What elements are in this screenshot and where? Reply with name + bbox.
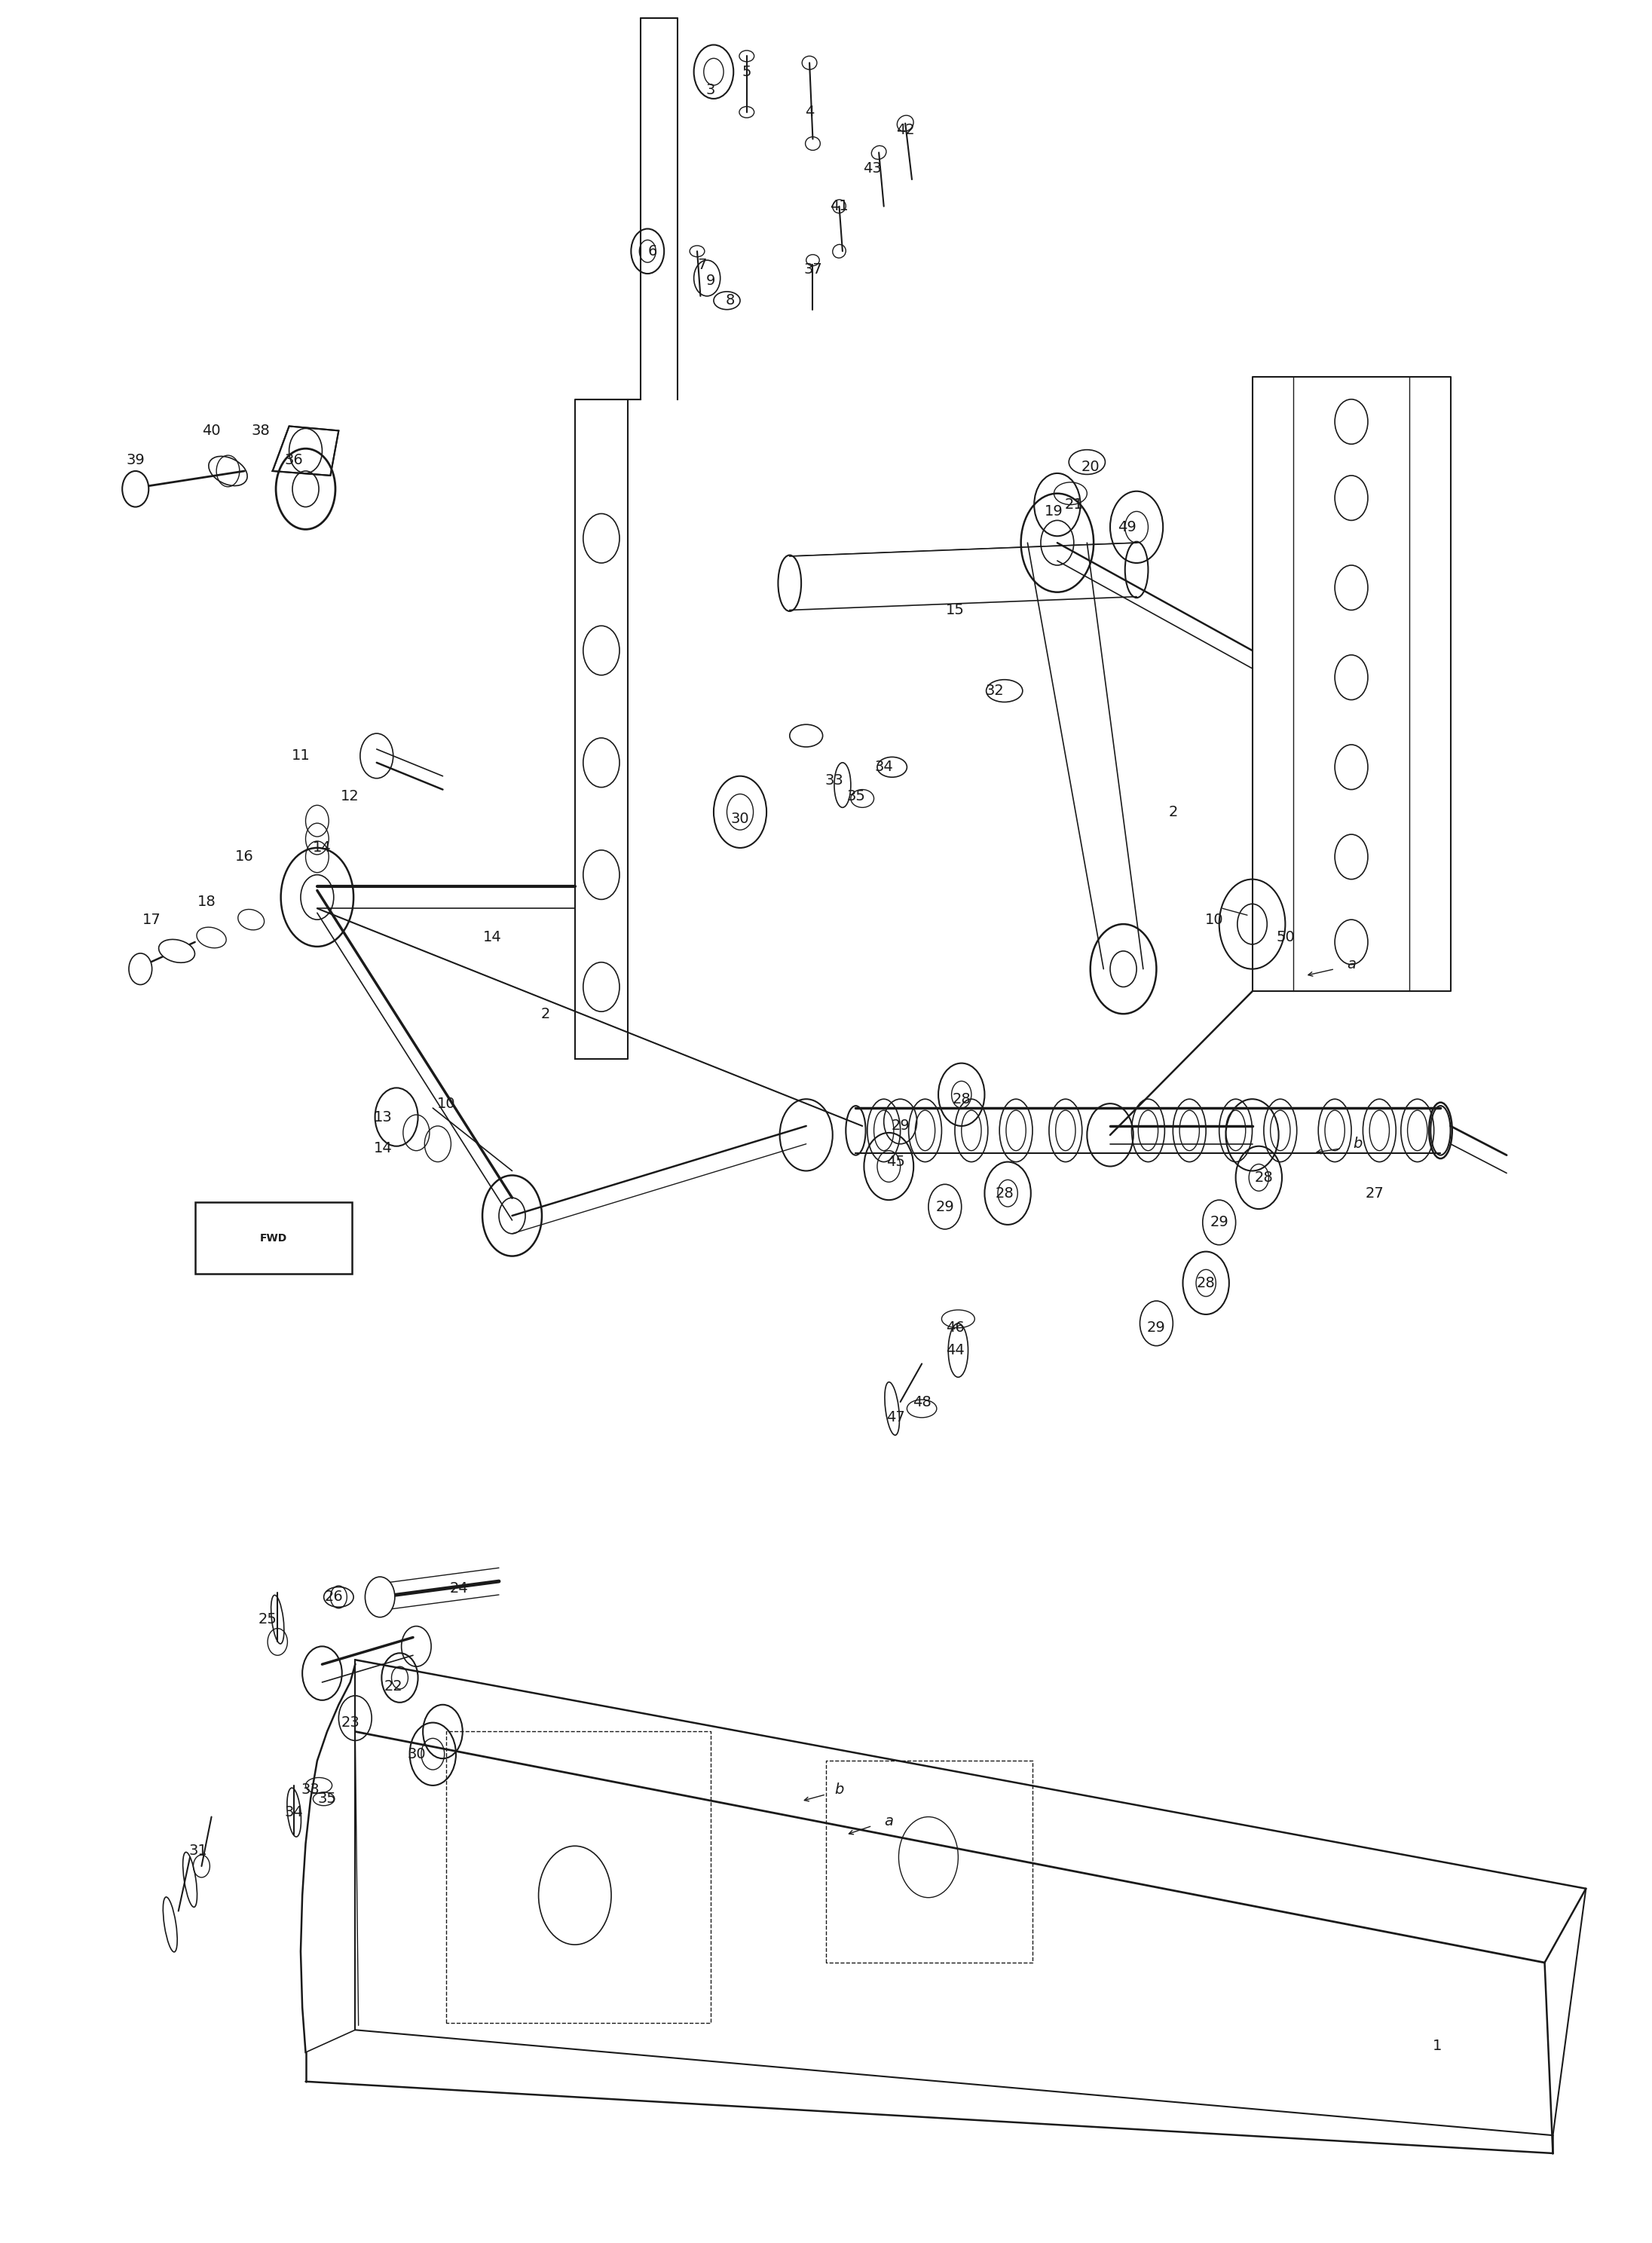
Text: 28: 28	[1254, 1171, 1274, 1184]
Text: 29: 29	[935, 1200, 955, 1213]
Text: 25: 25	[258, 1613, 278, 1626]
Text: 48: 48	[912, 1395, 932, 1409]
Text: 12: 12	[340, 790, 360, 803]
Text: 28: 28	[1196, 1276, 1216, 1290]
Text: 42: 42	[895, 123, 915, 137]
Text: 47: 47	[885, 1411, 905, 1424]
Text: 41: 41	[829, 200, 849, 213]
Text: 27: 27	[1365, 1187, 1384, 1200]
Circle shape	[129, 953, 152, 985]
Text: 14: 14	[312, 841, 332, 855]
Text: 29: 29	[890, 1119, 910, 1133]
Text: 30: 30	[406, 1747, 426, 1761]
Text: 3: 3	[705, 83, 715, 96]
Text: 11: 11	[291, 749, 311, 763]
Circle shape	[122, 471, 149, 507]
Text: 37: 37	[803, 262, 823, 276]
Text: 17: 17	[142, 913, 162, 926]
Text: 18: 18	[197, 895, 216, 908]
Text: 7: 7	[697, 258, 707, 271]
Text: 2: 2	[1168, 805, 1178, 819]
Text: b: b	[1353, 1137, 1363, 1151]
Text: 30: 30	[730, 812, 750, 825]
Text: 31: 31	[188, 1844, 208, 1857]
Text: 20: 20	[1080, 460, 1100, 473]
Text: 19: 19	[1044, 505, 1064, 518]
Text: 39: 39	[126, 453, 145, 467]
Text: 35: 35	[317, 1792, 337, 1806]
Polygon shape	[273, 426, 339, 476]
Text: 8: 8	[725, 294, 735, 307]
Text: 26: 26	[324, 1590, 344, 1604]
Text: 2: 2	[540, 1007, 550, 1021]
Text: 33: 33	[824, 774, 844, 787]
Text: 43: 43	[862, 161, 882, 175]
Text: 45: 45	[885, 1155, 905, 1169]
Text: 40: 40	[202, 424, 221, 437]
Text: 46: 46	[945, 1321, 965, 1335]
Bar	[195, 1202, 352, 1274]
Text: 9: 9	[705, 274, 715, 287]
Text: 35: 35	[846, 790, 866, 803]
Text: 10: 10	[1204, 913, 1224, 926]
Text: 15: 15	[945, 603, 965, 617]
Text: 36: 36	[284, 453, 304, 467]
Text: 10: 10	[436, 1097, 456, 1110]
Text: 33: 33	[301, 1783, 320, 1797]
Text: 28: 28	[952, 1092, 971, 1106]
Text: 29: 29	[1209, 1216, 1229, 1229]
Text: b: b	[834, 1783, 844, 1797]
Text: 14: 14	[373, 1142, 393, 1155]
Text: 34: 34	[874, 760, 894, 774]
Text: FWD: FWD	[259, 1234, 287, 1243]
Text: 29: 29	[1146, 1321, 1166, 1335]
Text: 21: 21	[1064, 498, 1084, 511]
Text: 24: 24	[449, 1581, 469, 1595]
Text: 23: 23	[340, 1716, 360, 1729]
Text: 34: 34	[284, 1806, 304, 1819]
Text: 28: 28	[995, 1187, 1014, 1200]
Text: 5: 5	[742, 65, 752, 79]
Text: 49: 49	[1117, 520, 1137, 534]
Text: 22: 22	[383, 1680, 403, 1693]
Text: 4: 4	[805, 105, 814, 119]
Text: 50: 50	[1275, 931, 1295, 944]
Text: 44: 44	[945, 1344, 965, 1357]
Circle shape	[365, 1577, 395, 1617]
Text: 6: 6	[648, 244, 657, 258]
Text: a: a	[1346, 958, 1356, 971]
Text: 13: 13	[373, 1110, 393, 1124]
Text: a: a	[884, 1815, 894, 1828]
Text: 14: 14	[482, 931, 502, 944]
Text: 1: 1	[1432, 2039, 1442, 2052]
Ellipse shape	[159, 940, 195, 962]
Text: 32: 32	[985, 684, 1004, 698]
Text: 16: 16	[235, 850, 254, 864]
Text: 38: 38	[251, 424, 271, 437]
